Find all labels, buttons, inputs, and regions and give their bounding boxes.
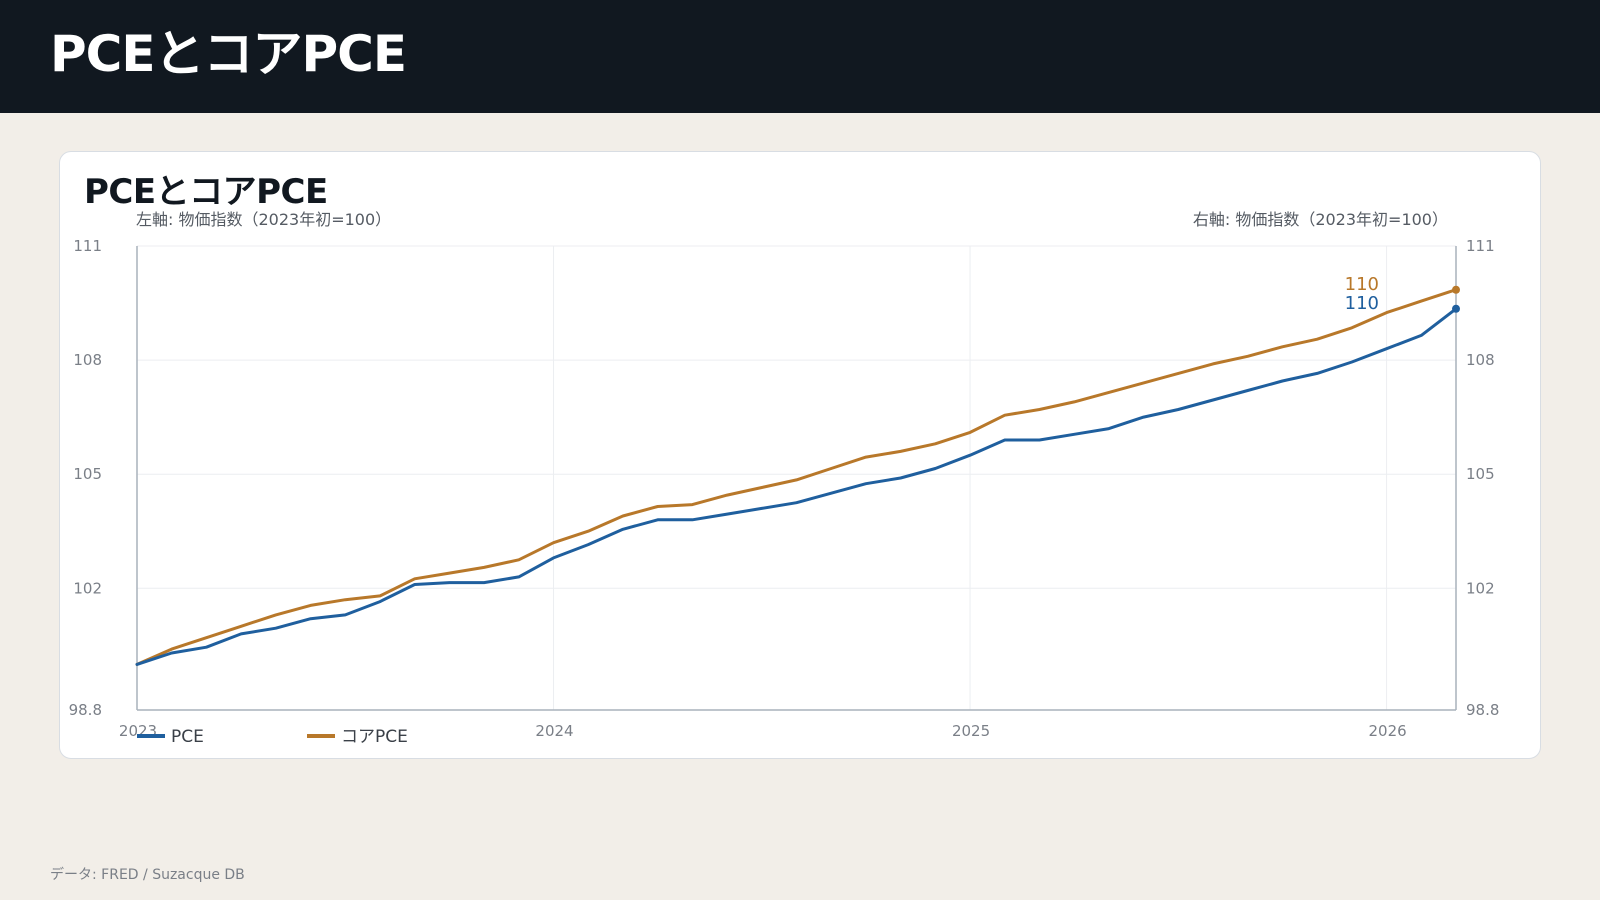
x-tick-label: 2025: [952, 722, 990, 740]
series-line-pce: [135, 307, 1458, 666]
chart-card: PCEとコアPCE: [59, 151, 1541, 759]
y-tick-label-right: 98.8: [1466, 701, 1499, 719]
source-note: データ: FRED / Suzacque DB: [50, 867, 245, 883]
page-title: PCEとコアPCE: [50, 25, 407, 83]
y-tick-label-left: 102: [73, 579, 102, 597]
right-axis-label: 右軸: 物価指数（2023年初=100）: [1193, 210, 1448, 229]
end-label-core-pce: 110: [1345, 274, 1379, 295]
x-tick-label: 2024: [535, 722, 573, 740]
end-point-core-pce: [1452, 285, 1460, 294]
y-tick-label-left: 108: [73, 351, 102, 369]
y-tick-label-right: 108: [1466, 351, 1495, 369]
header-bar: PCEとコアPCE: [0, 0, 1600, 113]
y-tick-label-right: 102: [1466, 579, 1495, 597]
x-tick-label: 2026: [1368, 722, 1406, 740]
y-tick-label-right: 111: [1466, 237, 1495, 255]
grid: [137, 245, 1456, 710]
end-label-pce: 110: [1345, 293, 1379, 314]
series-line-core-pce: [135, 288, 1458, 666]
chart-title: PCEとコアPCE: [84, 172, 328, 212]
y-tick-label-right: 105: [1466, 465, 1495, 483]
legend-label: PCE: [171, 727, 204, 747]
legend: PCE コアPCE: [137, 727, 408, 747]
end-point-pce: [1452, 304, 1460, 313]
y-tick-label-left: 98.8: [69, 701, 102, 719]
legend-label: コアPCE: [341, 727, 408, 747]
left-axis-label: 左軸: 物価指数（2023年初=100）: [136, 210, 391, 229]
y-tick-label-left: 111: [73, 237, 102, 255]
y-tick-label-left: 105: [73, 465, 102, 483]
